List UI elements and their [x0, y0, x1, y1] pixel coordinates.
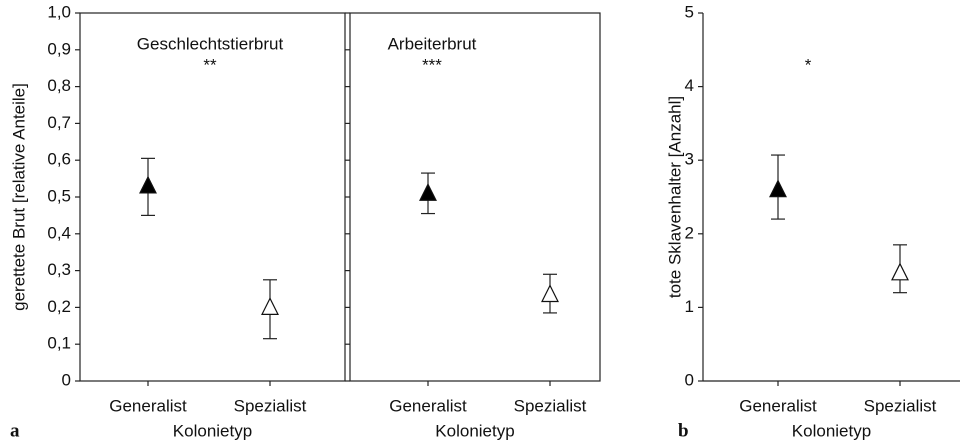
marker — [769, 179, 787, 198]
significance: * — [805, 55, 812, 74]
marker — [541, 284, 559, 303]
y-tick-label: 0,5 — [47, 186, 71, 205]
y-tick-label: 0,8 — [47, 76, 71, 95]
x-tick-label: Spezialist — [514, 396, 587, 415]
y-tick-label: 1 — [685, 297, 694, 316]
y-axis-label: gerettete Brut [relative Anteile] — [9, 83, 28, 311]
y-tick-label: 0,3 — [47, 260, 71, 279]
x-axis-label: Kolonietyp — [792, 421, 871, 440]
plot-frame — [349, 12, 601, 382]
x-tick-label: Generalist — [109, 396, 187, 415]
x-tick-label: Spezialist — [234, 396, 307, 415]
y-tick-label: 0 — [685, 370, 694, 389]
y-tick-label: 4 — [685, 76, 694, 95]
marker — [139, 175, 157, 194]
y-axis-label: tote Sklavenhalter [Anzahl] — [665, 96, 684, 298]
y-tick-label: 3 — [685, 150, 694, 169]
marker — [261, 297, 279, 315]
panel-title: Geschlechtstierbrut — [137, 34, 284, 53]
significance: *** — [422, 55, 442, 74]
significance: ** — [203, 55, 217, 74]
panel-letter: b — [678, 420, 689, 441]
x-tick-label: Spezialist — [864, 396, 937, 415]
y-tick-label: 0 — [62, 370, 71, 389]
panel-letter: a — [10, 420, 20, 441]
x-tick-label: Generalist — [739, 396, 817, 415]
panel-title: Arbeiterbrut — [388, 34, 477, 53]
y-tick-label: 1,0 — [47, 2, 71, 21]
marker — [891, 262, 909, 281]
y-tick-label: 0,7 — [47, 113, 71, 132]
marker — [419, 182, 437, 201]
y-tick-label: 2 — [685, 223, 694, 242]
x-axis-label: Kolonietyp — [435, 421, 514, 440]
y-tick-label: 0,1 — [47, 334, 71, 353]
y-tick-label: 0,2 — [47, 297, 71, 316]
y-tick-label: 5 — [685, 2, 694, 21]
x-axis-label: Kolonietyp — [173, 421, 252, 440]
y-tick-label: 0,4 — [47, 223, 71, 242]
x-tick-label: Generalist — [389, 396, 467, 415]
y-tick-label: 0,6 — [47, 150, 71, 169]
y-tick-label: 0,9 — [47, 39, 71, 58]
